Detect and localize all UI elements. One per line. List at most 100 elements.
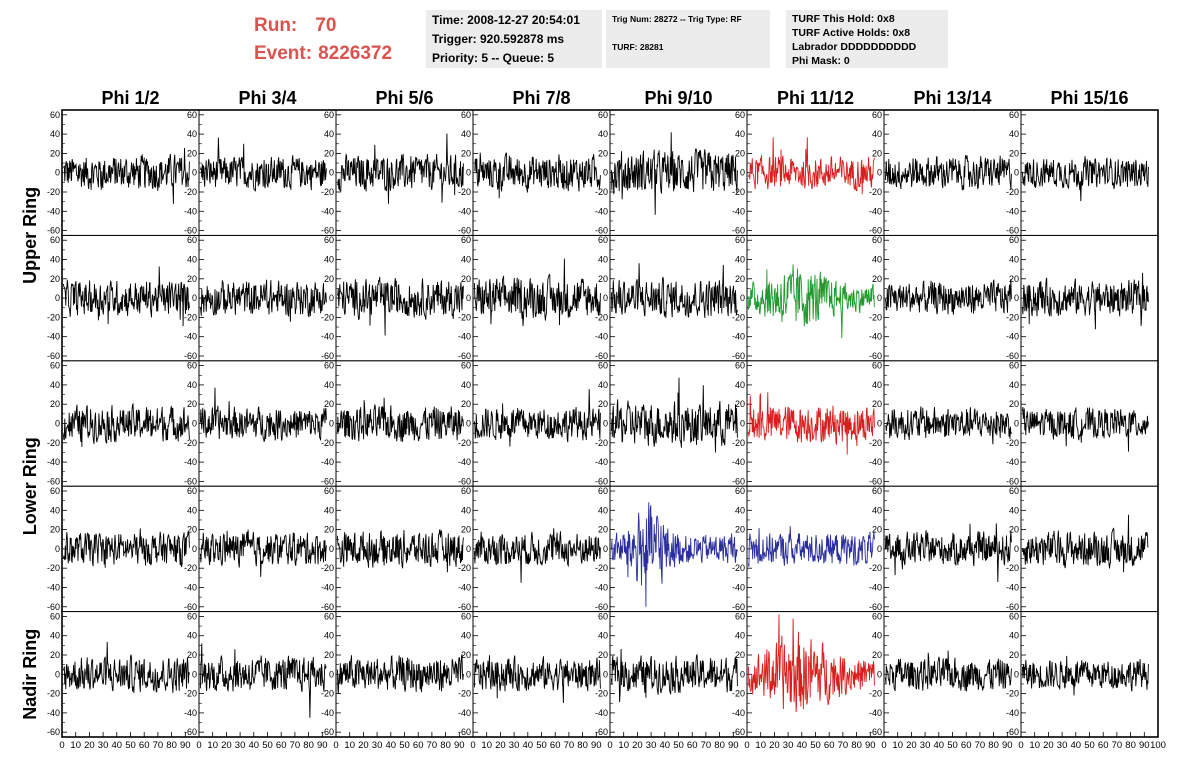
y-tick-label: 0 xyxy=(1014,669,1019,679)
row-group-label-1: Lower Ring xyxy=(20,437,40,535)
y-tick-label: 20 xyxy=(735,274,745,284)
y-tick-label: 40 xyxy=(324,631,334,641)
y-tick-label: 40 xyxy=(187,505,197,515)
y-tick-label: -20 xyxy=(1006,312,1019,322)
y-tick-label: -60 xyxy=(321,226,334,236)
x-tick-label: 90 xyxy=(454,740,465,751)
y-tick-label: 0 xyxy=(55,293,60,303)
waveform-trace xyxy=(1021,406,1149,452)
waveform-trace xyxy=(747,137,875,195)
y-tick-label: -60 xyxy=(321,476,334,486)
column-header-5: Phi 11/12 xyxy=(777,88,854,108)
y-tick-label: -20 xyxy=(47,689,60,699)
y-tick-label: 60 xyxy=(324,361,334,371)
panel-r1-c0: -60 -40 -20 0 20 40 60 xyxy=(47,234,200,362)
y-tick-label: 60 xyxy=(461,611,471,621)
y-tick-label: 60 xyxy=(1009,110,1019,120)
x-tick-label: 50 xyxy=(536,740,547,751)
y-tick-label: 60 xyxy=(598,361,608,371)
y-tick-label: 40 xyxy=(187,255,197,265)
y-tick-label: -20 xyxy=(184,187,197,197)
panel-r0-c3: -60 -40 -20 0 20 40 60 xyxy=(458,109,611,236)
y-tick-label: 20 xyxy=(872,148,882,158)
panel-r0-c2: -60 -40 -20 0 20 40 60 xyxy=(321,109,474,236)
y-tick-label: 0 xyxy=(329,669,334,679)
x-tick-label: 10 xyxy=(892,740,903,751)
y-tick-label: -60 xyxy=(869,727,882,737)
y-tick-label: 20 xyxy=(187,399,197,409)
time-info-box: Time: 2008-12-27 20:54:01 Trigger: 920.5… xyxy=(426,10,602,68)
y-tick-label: 20 xyxy=(1009,148,1019,158)
x-tick-label: 80 xyxy=(851,740,862,751)
y-tick-label: 0 xyxy=(603,168,608,178)
y-tick-label: -60 xyxy=(458,351,471,361)
waveform-trace xyxy=(199,279,327,322)
y-tick-label: -20 xyxy=(321,187,334,197)
y-tick-label: -40 xyxy=(732,708,745,718)
y-tick-label: -60 xyxy=(595,351,608,361)
waveform-trace xyxy=(62,402,190,447)
y-tick-label: 40 xyxy=(598,255,608,265)
y-tick-label: -20 xyxy=(732,689,745,699)
panel-r3-c0: -60 -40 -20 0 20 40 60 xyxy=(47,485,200,613)
y-tick-label: 40 xyxy=(461,255,471,265)
waveform-trace xyxy=(336,529,464,573)
y-tick-label: 20 xyxy=(598,399,608,409)
y-tick-label: 40 xyxy=(461,631,471,641)
x-tick-label: 30 xyxy=(646,740,657,751)
y-tick-label: 40 xyxy=(50,631,60,641)
panel-r2-c3: -60 -40 -20 0 20 40 60 xyxy=(458,360,611,487)
x-tick-label: 30 xyxy=(783,740,794,751)
y-tick-label: 0 xyxy=(192,669,197,679)
y-tick-label: 60 xyxy=(324,611,334,621)
waveform-trace xyxy=(62,528,190,568)
trig-num-text: Trig Num: 28272 -- Trig Type: RF xyxy=(612,14,742,24)
x-tick-label: 0 xyxy=(881,740,886,751)
panel-r4-c7: -60 -40 -20 0 20 40 60 xyxy=(1006,611,1159,738)
x-tick-label: 0 xyxy=(1018,740,1023,751)
y-tick-label: 40 xyxy=(598,129,608,139)
waveform-trace xyxy=(474,152,601,199)
y-tick-label: 0 xyxy=(603,669,608,679)
y-tick-label: 60 xyxy=(187,611,197,621)
panel-r0-c1: -60 -40 -20 0 20 40 60 xyxy=(184,109,337,236)
y-tick-label: 40 xyxy=(1009,255,1019,265)
y-tick-label: -60 xyxy=(184,602,197,612)
y-tick-label: 60 xyxy=(187,110,197,120)
y-tick-label: 60 xyxy=(872,235,882,245)
y-tick-label: -20 xyxy=(458,187,471,197)
y-tick-label: -20 xyxy=(869,187,882,197)
y-tick-label: -60 xyxy=(1006,476,1019,486)
waveform-trace xyxy=(884,279,1012,315)
y-tick-label: 40 xyxy=(872,380,882,390)
row-group-label-0: Upper Ring xyxy=(20,187,40,284)
x-tick-label: 70 xyxy=(838,740,849,751)
x-tick-label: 20 xyxy=(84,740,95,751)
y-tick-label: 0 xyxy=(329,544,334,554)
y-tick-label: 20 xyxy=(187,650,197,660)
x-tick-label: 30 xyxy=(920,740,931,751)
x-tick-label: 50 xyxy=(947,740,958,751)
panel-r0-c0: -60 -40 -20 0 20 40 60 xyxy=(47,109,200,236)
y-tick-label: 0 xyxy=(329,293,334,303)
waveform-trace xyxy=(610,132,738,215)
y-tick-label: -40 xyxy=(47,206,60,216)
x-tick-label: 70 xyxy=(427,740,438,751)
y-tick-label: -60 xyxy=(595,727,608,737)
y-tick-label: 40 xyxy=(735,505,745,515)
y-tick-label: 40 xyxy=(324,129,334,139)
x-tick-label: 90 xyxy=(180,740,191,751)
waveform-trace xyxy=(473,528,601,583)
y-tick-label: 60 xyxy=(324,486,334,496)
y-tick-label: 60 xyxy=(324,235,334,245)
y-tick-label: -60 xyxy=(869,351,882,361)
run-event-header: Run: 70 Event: 8226372 xyxy=(254,12,392,68)
waveform-trace xyxy=(336,276,464,336)
y-tick-label: 20 xyxy=(324,274,334,284)
y-tick-label: 60 xyxy=(187,235,197,245)
column-header-1: Phi 3/4 xyxy=(238,88,296,108)
x-tick-label: 70 xyxy=(975,740,986,751)
y-tick-label: -20 xyxy=(732,563,745,573)
y-tick-label: -20 xyxy=(47,438,60,448)
y-tick-label: -40 xyxy=(184,582,197,592)
